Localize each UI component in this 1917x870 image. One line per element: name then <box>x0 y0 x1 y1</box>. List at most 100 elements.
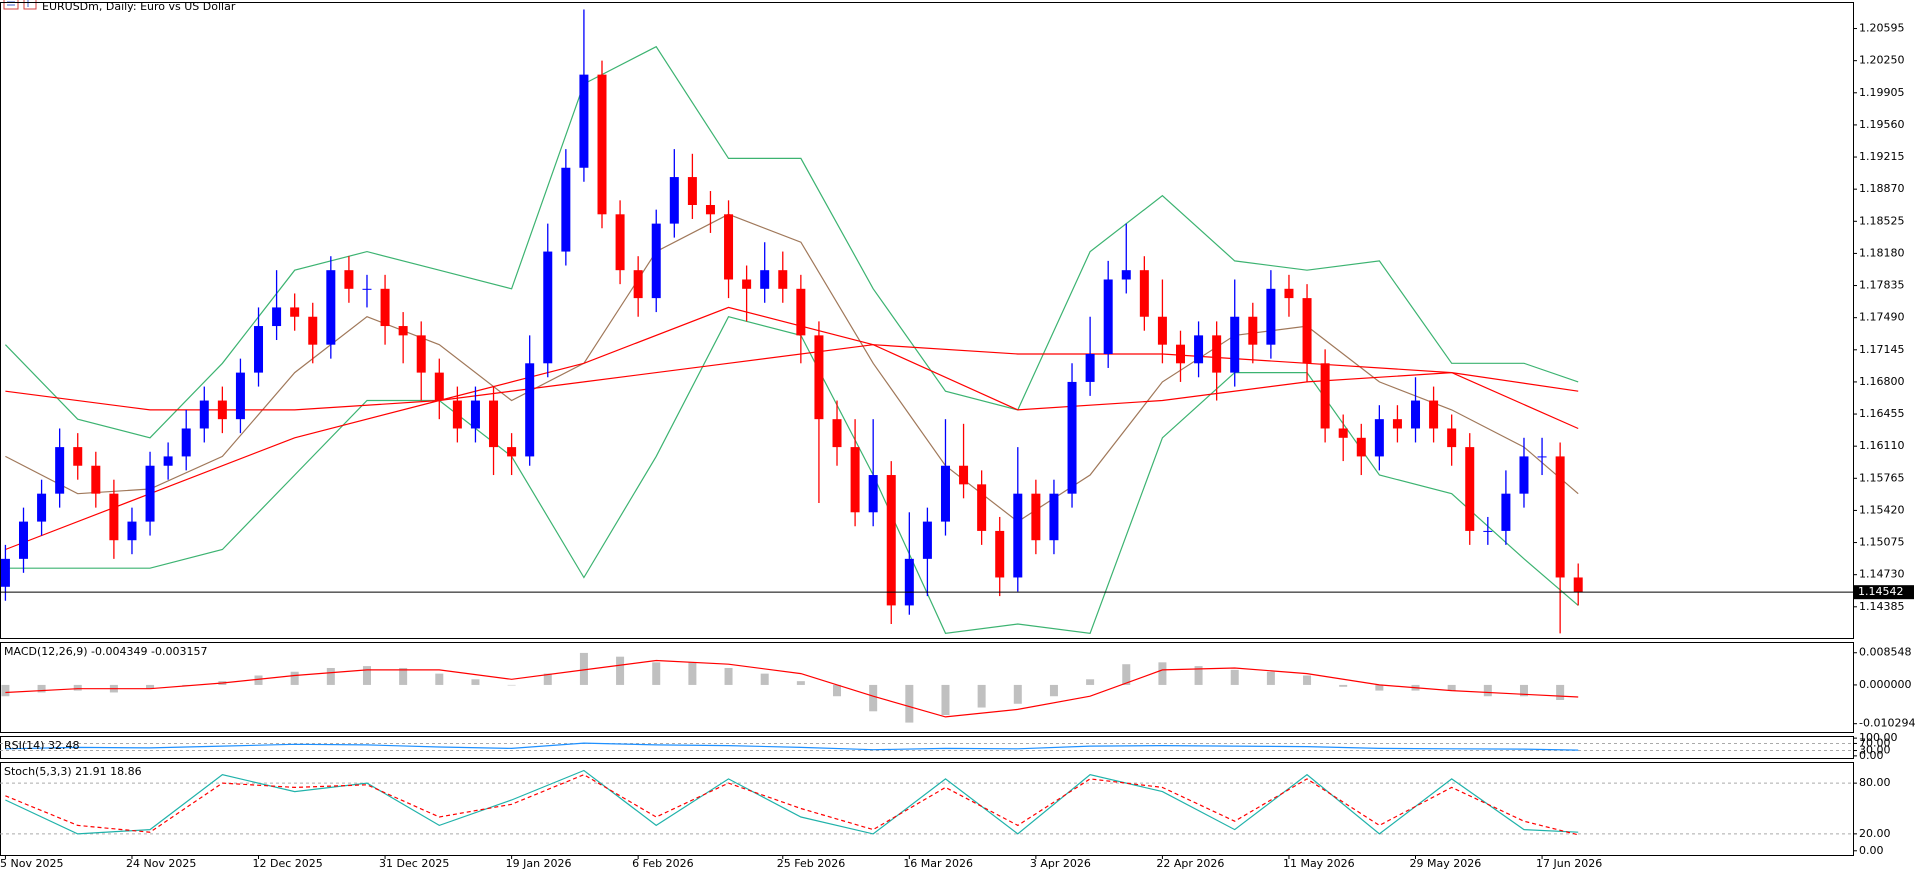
histogram-bar <box>1122 664 1131 685</box>
histogram-bar <box>435 673 444 685</box>
y-tick-label: 1.18525 <box>1859 214 1905 227</box>
histogram-bar <box>1556 684 1565 700</box>
x-tick-label: 16 Mar 2026 <box>903 857 973 870</box>
panel <box>0 9 1583 634</box>
y-tick-label: 70.00 <box>1859 736 1891 749</box>
histogram-bar <box>471 679 480 685</box>
x-tick-label: 3 Apr 2026 <box>1030 857 1091 870</box>
candle-body <box>687 177 697 205</box>
candle-body <box>1103 279 1113 354</box>
candle-body <box>507 447 517 457</box>
last-price-box <box>1854 585 1914 600</box>
y-tick-label: 0.008548 <box>1859 646 1912 659</box>
candle-body <box>543 251 553 364</box>
toolbar-icons <box>3 0 37 10</box>
y-tick-label: 1.20250 <box>1859 54 1905 67</box>
candle-body <box>868 475 878 513</box>
candle-body <box>1194 335 1204 364</box>
candle-body <box>1411 400 1421 429</box>
panel-frame <box>0 2 1854 639</box>
indicator-line <box>5 659 1579 718</box>
histogram-bar <box>73 684 82 691</box>
chart-title: EURUSDm, Daily: Euro vs US Dollar <box>42 0 236 13</box>
candle-body <box>760 270 770 289</box>
candle-body <box>995 530 1005 578</box>
candle-body <box>525 363 535 457</box>
candle-body <box>796 288 806 336</box>
candle-body <box>778 270 788 289</box>
panel-frame <box>0 736 1854 759</box>
candle-body <box>850 447 860 513</box>
candle-body <box>145 465 155 522</box>
histogram-bar <box>507 684 516 686</box>
candle-body <box>1519 456 1529 494</box>
panel-frame <box>0 762 1854 856</box>
candle-body <box>380 288 390 327</box>
indicator-line <box>5 315 1579 634</box>
x-tick-label: 31 Dec 2025 <box>379 857 449 870</box>
candle-body <box>163 456 173 466</box>
histogram-bar <box>1194 666 1203 685</box>
candle-body <box>1338 428 1348 438</box>
y-tick-label: 100.00 <box>1859 731 1898 744</box>
histogram-bar <box>1266 671 1275 685</box>
x-tick-label: 5 Nov 2025 <box>0 857 63 870</box>
histogram-bar <box>1303 675 1312 685</box>
y-tick-label: 1.16110 <box>1859 439 1905 452</box>
indicator-line <box>5 306 1579 551</box>
candle-body <box>832 419 842 448</box>
candle-body <box>615 214 625 271</box>
candle-body <box>814 335 824 420</box>
indicator-title: Stoch(5,3,3) 21.91 18.86 <box>4 765 142 778</box>
candle-body <box>1212 335 1222 373</box>
x-tick-label: 17 Jun 2026 <box>1536 857 1602 870</box>
candle-body <box>1175 344 1185 364</box>
candle-body <box>724 214 734 280</box>
candle-body <box>55 447 65 494</box>
candle-body <box>742 279 752 289</box>
y-tick-label: 1.18870 <box>1859 182 1905 195</box>
histogram-bar <box>1013 684 1022 704</box>
histogram-bar <box>941 684 950 716</box>
x-tick-label: 22 Apr 2026 <box>1156 857 1224 870</box>
indicator-line <box>5 742 1579 751</box>
candle-body <box>977 484 987 531</box>
candle-body <box>1157 316 1167 345</box>
y-tick-label: 0.00 <box>1859 749 1884 762</box>
histogram-bar <box>760 673 769 685</box>
x-tick-label: 11 May 2026 <box>1283 857 1355 870</box>
panel <box>0 769 1853 836</box>
histogram-bar <box>1339 684 1348 687</box>
histogram-bar <box>977 684 986 708</box>
candle-body <box>290 307 300 317</box>
histogram-bar <box>182 684 191 686</box>
y-tick-label: 1.20595 <box>1859 22 1905 35</box>
candle-body <box>579 74 589 168</box>
candle-body <box>1067 381 1077 494</box>
histogram-bar <box>290 671 299 685</box>
indicator-line <box>4 45 1579 439</box>
candle-body <box>109 493 119 541</box>
candle-body <box>235 372 245 420</box>
x-tick-label: 19 Jan 2026 <box>506 857 572 870</box>
panel <box>1 652 1579 723</box>
candle-body <box>1429 400 1439 429</box>
icon-chart[interactable] <box>23 0 37 10</box>
candle-body <box>1392 419 1402 429</box>
candle-body <box>1121 270 1131 280</box>
y-tick-label: 1.16800 <box>1859 375 1905 388</box>
y-tick-label: 1.16455 <box>1859 407 1905 420</box>
indicator-line <box>5 213 1579 523</box>
histogram-bar <box>1375 684 1384 691</box>
candle-body <box>1356 437 1366 457</box>
candle-body <box>326 270 336 345</box>
candle-body <box>1465 447 1475 531</box>
panel-frame <box>0 642 1854 733</box>
y-tick-label: 1.15075 <box>1859 536 1905 549</box>
candle-body <box>127 521 137 541</box>
candle-body <box>940 465 950 522</box>
y-tick-label: 80.00 <box>1859 776 1891 789</box>
histogram-bar <box>1483 684 1492 697</box>
indicator-title: RSI(14) 32.48 <box>4 739 79 752</box>
